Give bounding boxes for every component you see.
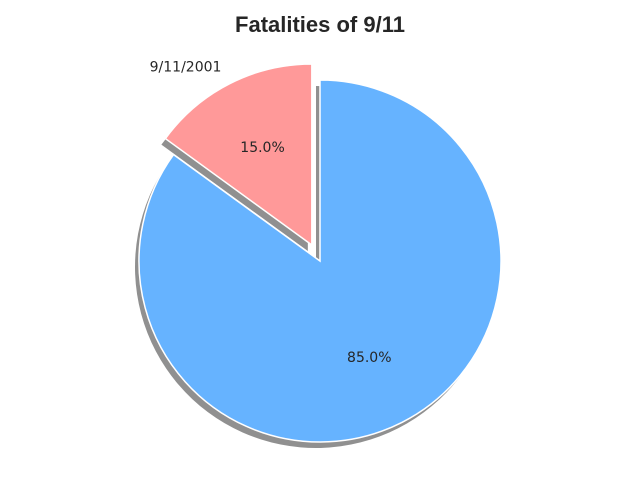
pie-slice-0 xyxy=(138,79,502,443)
pie-pct-label-0: 85.0% xyxy=(347,350,391,366)
pie-slice-label-1: 9/11/2001 xyxy=(150,60,222,76)
pie-pct-label-1: 15.0% xyxy=(240,140,284,156)
chart-title: Fatalities of 9/11 xyxy=(235,12,405,37)
pie-slice-1 xyxy=(164,63,313,247)
